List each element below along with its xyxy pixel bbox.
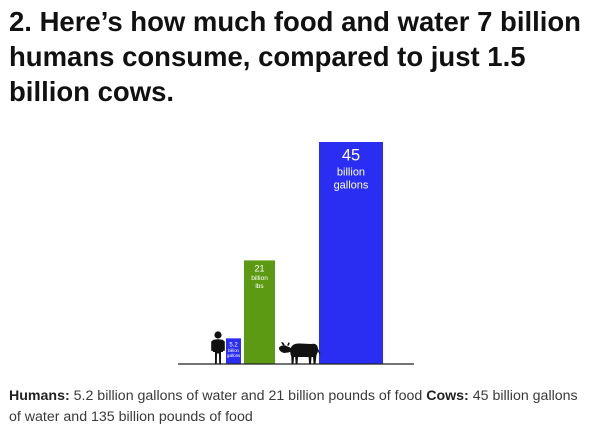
bar-humans-food [244,260,275,364]
bar-unit-label-cows-water-1: gallons [334,180,369,192]
cow-silhouette-icon [278,342,321,364]
bar-humans-water [226,338,241,364]
caption-cows-label: Cows: [426,388,469,404]
bar-unit-label-cows-water-0: billion [337,166,365,178]
human-silhouette-icon [211,331,225,364]
caption-humans-label: Humans: [9,388,70,404]
bar-unit-label-humans-food-0: billion [251,275,268,282]
bar-value-label-humans-water: 5.2 [229,342,238,348]
article-title: 2. Here’s how much food and water 7 bill… [9,6,581,107]
chart-caption: Humans: 5.2 billion gallons of water and… [9,386,591,428]
caption-humans-text: 5.2 billion gallons of water and 21 bill… [69,388,427,404]
bar-unit-label-humans-food-1: lbs [255,283,264,290]
bar-unit-label-humans-water-1: gallons [227,353,240,358]
caption-cows-text: 45 billion gallons of water and 135 bill… [9,388,578,425]
bar-unit-label-humans-water-0: billion [228,348,239,353]
bar-value-label-humans-food: 21 [254,263,264,273]
bar-cows-water [319,142,383,364]
bar-value-label-cows-water: 45 [342,147,360,165]
